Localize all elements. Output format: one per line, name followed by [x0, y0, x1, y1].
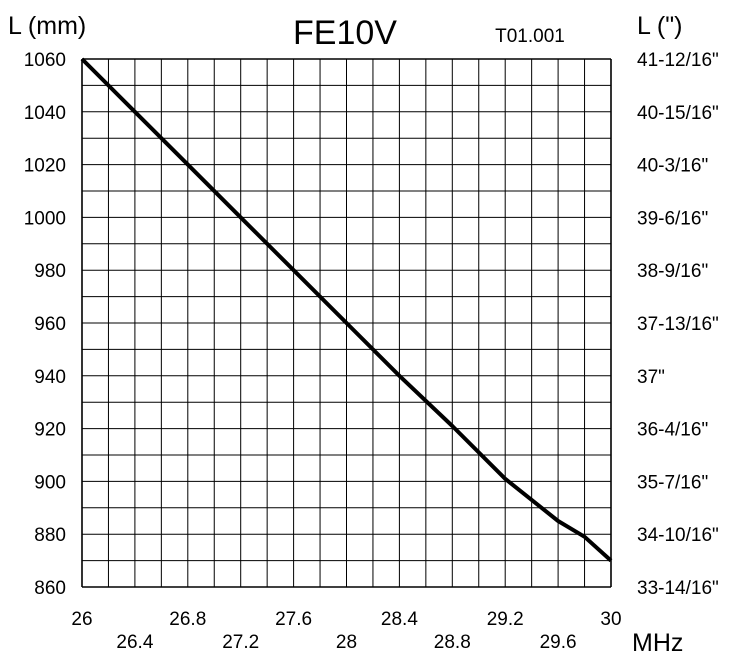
grid [81, 58, 612, 588]
x-tick-label: 28.4 [381, 609, 418, 630]
x-tick-label: 28.8 [434, 632, 471, 652]
x-tick-label: 29.6 [540, 632, 577, 652]
y-tick-label-left: 1000 [24, 208, 66, 229]
y-tick-label-left: 940 [34, 367, 66, 388]
x-tick-label: 30 [600, 609, 621, 630]
x-tick-label: 29.2 [487, 609, 524, 630]
y-axis-right-label: L (") [637, 12, 682, 40]
labels: FE10V T01.001 L (mm) L (") MHz [8, 12, 683, 652]
x-axis-label: MHz [632, 629, 683, 652]
x-tick-label: 28 [336, 632, 357, 652]
x-tick-label: 26 [71, 609, 92, 630]
tick-labels: 1060 1040 1020 1000 980 960 940 920 900 880 860 41-… [24, 50, 719, 652]
y-tick-label-left: 1020 [24, 156, 66, 177]
y-tick-label-left: 1040 [24, 103, 66, 124]
y-tick-label-left: 960 [34, 314, 66, 335]
series-line [80, 57, 613, 563]
y-tick-label-left: 880 [34, 525, 66, 546]
x-tick-label: 26.8 [169, 609, 206, 630]
series [80, 57, 613, 563]
y-tick-label-right: 40-3/16" [637, 156, 708, 177]
y-tick-label-right: 38-9/16" [637, 261, 708, 282]
y-tick-label-left: 920 [34, 420, 66, 441]
y-tick-label-right: 33-14/16" [637, 578, 719, 599]
y-tick-label-left: 980 [34, 261, 66, 282]
chart-title: FE10V [293, 14, 397, 52]
y-tick-label-right: 39-6/16" [637, 208, 708, 229]
y-tick-label-right: 41-12/16" [637, 50, 719, 71]
y-tick-label-left: 1060 [24, 50, 66, 71]
y-tick-label-right: 37" [637, 367, 665, 388]
y-tick-label-right: 35-7/16" [637, 472, 708, 493]
y-tick-label-left: 860 [34, 578, 66, 599]
y-tick-label-right: 40-15/16" [637, 103, 719, 124]
y-tick-label-right: 34-10/16" [637, 525, 719, 546]
y-tick-label-right: 37-13/16" [637, 314, 719, 335]
x-tick-label: 27.6 [275, 609, 312, 630]
y-axis-left-label: L (mm) [8, 12, 86, 40]
y-tick-label-right: 36-4/16" [637, 420, 708, 441]
x-tick-label: 26.4 [116, 632, 153, 652]
x-tick-label: 27.2 [222, 632, 259, 652]
chart-code: T01.001 [495, 26, 565, 47]
y-tick-label-left: 900 [34, 472, 66, 493]
